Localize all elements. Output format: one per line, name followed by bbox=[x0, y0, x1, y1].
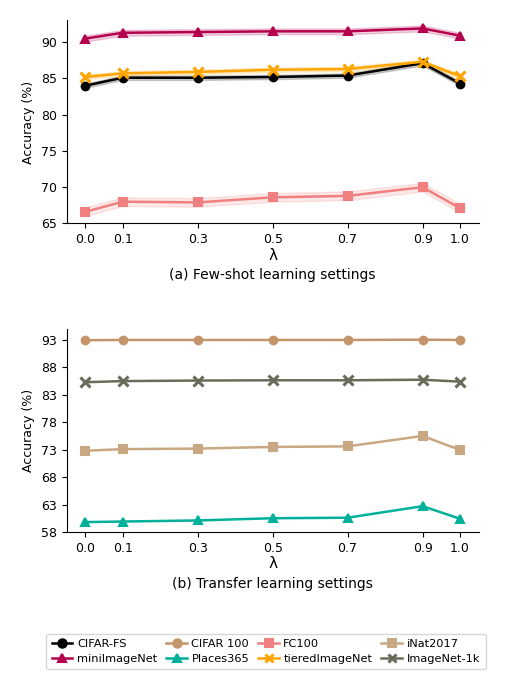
iNat2017 bbox=[344, 443, 351, 451]
Line: Places365: Places365 bbox=[81, 503, 464, 526]
CIFAR 100 bbox=[269, 336, 276, 344]
CIFAR 100 bbox=[195, 336, 201, 344]
tieredImageNet bbox=[82, 73, 88, 81]
CIFAR 100 bbox=[82, 336, 88, 344]
ImageNet-1k bbox=[195, 376, 201, 385]
Places365 bbox=[457, 515, 463, 523]
CIFAR 100 bbox=[344, 336, 351, 344]
Places365 bbox=[419, 502, 426, 510]
FC100 bbox=[269, 193, 276, 201]
FC100 bbox=[457, 204, 463, 212]
iNat2017 bbox=[120, 445, 126, 454]
iNat2017 bbox=[419, 432, 426, 440]
FC100 bbox=[195, 198, 201, 207]
X-axis label: λ: λ bbox=[268, 248, 277, 263]
Line: tieredImageNet: tieredImageNet bbox=[80, 57, 465, 82]
CIFAR-FS bbox=[82, 82, 88, 90]
Places365 bbox=[82, 518, 88, 527]
Places365 bbox=[120, 518, 126, 526]
Line: CIFAR 100: CIFAR 100 bbox=[81, 336, 464, 344]
Line: CIFAR-FS: CIFAR-FS bbox=[81, 59, 464, 89]
CIFAR-FS bbox=[195, 74, 201, 82]
ImageNet-1k bbox=[120, 377, 126, 385]
ImageNet-1k bbox=[269, 376, 276, 385]
CIFAR 100 bbox=[457, 336, 463, 344]
tieredImageNet bbox=[419, 58, 426, 66]
iNat2017 bbox=[195, 445, 201, 453]
CIFAR 100 bbox=[120, 336, 126, 344]
Places365 bbox=[344, 514, 351, 522]
FC100 bbox=[120, 198, 126, 206]
tieredImageNet bbox=[195, 68, 201, 76]
ImageNet-1k bbox=[419, 376, 426, 384]
Line: FC100: FC100 bbox=[81, 183, 464, 216]
CIFAR-FS bbox=[269, 73, 276, 81]
Line: ImageNet-1k: ImageNet-1k bbox=[80, 375, 465, 387]
miniImageNet bbox=[419, 25, 426, 33]
miniImageNet bbox=[269, 27, 276, 35]
FC100 bbox=[344, 192, 351, 200]
CIFAR 100 bbox=[419, 336, 426, 344]
miniImageNet bbox=[82, 35, 88, 43]
CIFAR-FS bbox=[344, 72, 351, 80]
tieredImageNet bbox=[120, 70, 126, 78]
Places365 bbox=[195, 516, 201, 524]
CIFAR-FS bbox=[457, 79, 463, 87]
tieredImageNet bbox=[269, 65, 276, 74]
Y-axis label: Accuracy (%): Accuracy (%) bbox=[22, 389, 35, 472]
Text: (a) Few-shot learning settings: (a) Few-shot learning settings bbox=[169, 268, 376, 282]
FC100 bbox=[419, 183, 426, 191]
FC100 bbox=[82, 208, 88, 216]
Text: (b) Transfer learning settings: (b) Transfer learning settings bbox=[172, 576, 373, 591]
ImageNet-1k bbox=[344, 376, 351, 385]
miniImageNet bbox=[120, 29, 126, 37]
Line: iNat2017: iNat2017 bbox=[81, 432, 464, 455]
ImageNet-1k bbox=[82, 378, 88, 386]
iNat2017 bbox=[457, 446, 463, 454]
CIFAR-FS bbox=[419, 59, 426, 68]
miniImageNet bbox=[344, 27, 351, 35]
miniImageNet bbox=[195, 28, 201, 36]
iNat2017 bbox=[269, 443, 276, 451]
Line: miniImageNet: miniImageNet bbox=[81, 25, 464, 42]
Places365 bbox=[269, 514, 276, 522]
Legend: CIFAR-FS, miniImageNet, CIFAR 100, Places365, FC100, tieredImageNet, iNat2017, I: CIFAR-FS, miniImageNet, CIFAR 100, Place… bbox=[46, 634, 486, 670]
iNat2017 bbox=[82, 447, 88, 455]
tieredImageNet bbox=[457, 72, 463, 80]
tieredImageNet bbox=[344, 65, 351, 73]
X-axis label: λ: λ bbox=[268, 556, 277, 571]
ImageNet-1k bbox=[457, 378, 463, 386]
Y-axis label: Accuracy (%): Accuracy (%) bbox=[22, 80, 35, 164]
CIFAR-FS bbox=[120, 74, 126, 82]
miniImageNet bbox=[457, 31, 463, 40]
